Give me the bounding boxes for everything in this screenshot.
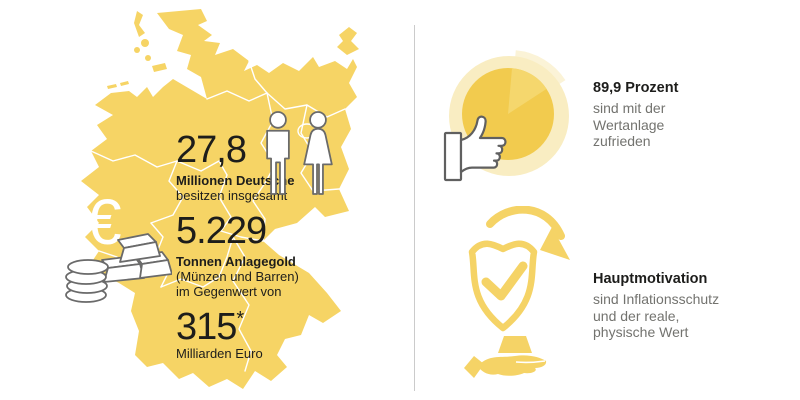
stat-owners-label: besitzen insgesamt [176,188,288,203]
footnote-asterisk: * [236,308,245,330]
stat-gold-value: 5.229 [176,210,267,252]
euro-icon: € [86,186,122,258]
stat-gold-label1: (Münzen und Barren) [176,269,299,284]
coin-stack-icon [65,259,109,303]
stat-owners-value: 27,8 [176,129,247,171]
motivation-line2: und der reale, [593,307,680,324]
thumbs-up-icon [443,115,507,182]
satisfaction-headline: 89,9 Prozent [593,80,679,96]
woman-icon [303,111,333,195]
motivation-headline: Hauptmotivation [593,271,708,287]
satisfaction-text: 89,9 Prozent sind mit der Wertanlage zuf… [593,80,753,150]
population-icons [261,111,336,198]
curved-arrow-icon [486,206,570,260]
stat-owners-label-bold: Millionen Deutsche [176,173,295,188]
satisfaction-line2: Wertanlage [593,116,665,133]
satisfaction-line3: zufrieden [593,133,651,149]
stat-gold-label2: im Gegenwert von [176,284,282,299]
motivation-line1: sind Inflationsschutz [593,291,720,307]
gold-bars-icon [101,233,172,283]
shield-check-icon [464,206,570,378]
vertical-divider [414,25,415,391]
satisfaction-line1: sind mit der [593,100,666,116]
stat-gold-label-bold: Tonnen Anlagegold [176,254,296,269]
motivation-line3: physische Wert [593,324,689,340]
hand-holding-gold-icon [464,336,547,378]
gold-ownership-stats: 27,8 Millionen Deutsche besitzen insgesa… [176,131,346,361]
stat-worth-label: Milliarden Euro [176,346,263,361]
motivation-text: Hauptmotivation sind Inflationsschutz un… [593,271,763,341]
man-icon [266,111,290,195]
stat-worth-value: 315* [176,306,245,348]
